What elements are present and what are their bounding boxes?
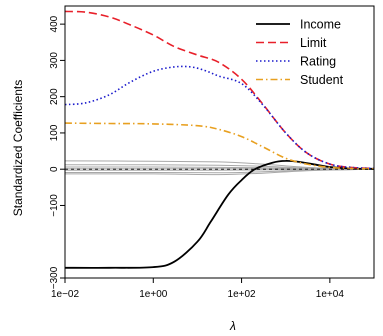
x-tick-label: 1e+02 — [228, 289, 257, 300]
y-tick-label: 200 — [49, 88, 60, 105]
axes: 1e−02 1e+00 1e+02 1e+04 −300 −100 0 100 200 300 40… — [49, 5, 375, 300]
y-tick-label: 300 — [49, 52, 60, 69]
other-coefficient-line — [64, 168, 375, 176]
x-tick-label: 1e+04 — [316, 289, 345, 300]
y-tick-label: −300 — [49, 266, 60, 289]
series-line-rating — [64, 65, 375, 170]
series-line-student — [64, 122, 375, 170]
y-tick-label: 400 — [49, 15, 60, 32]
x-tick-label: 1e−02 — [51, 289, 80, 300]
y-axis-label: Standardized Coefficients — [11, 80, 25, 217]
plot-frame — [64, 5, 375, 279]
legend-label-limit: Limit — [300, 36, 327, 50]
legend: Income Limit Rating Student — [256, 18, 344, 87]
y-tick-label: 0 — [49, 166, 60, 172]
legend-label-rating: Rating — [300, 55, 336, 69]
series-line-income — [64, 159, 375, 269]
series-lines — [64, 10, 375, 269]
x-tick-label: 1e+00 — [139, 289, 168, 300]
y-tick-label: −100 — [49, 194, 60, 217]
legend-label-income: Income — [300, 18, 341, 32]
series-line-limit — [64, 10, 375, 170]
y-tick-label: 100 — [49, 124, 60, 141]
legend-label-student: Student — [300, 73, 344, 87]
x-axis-label: λ — [229, 319, 236, 333]
